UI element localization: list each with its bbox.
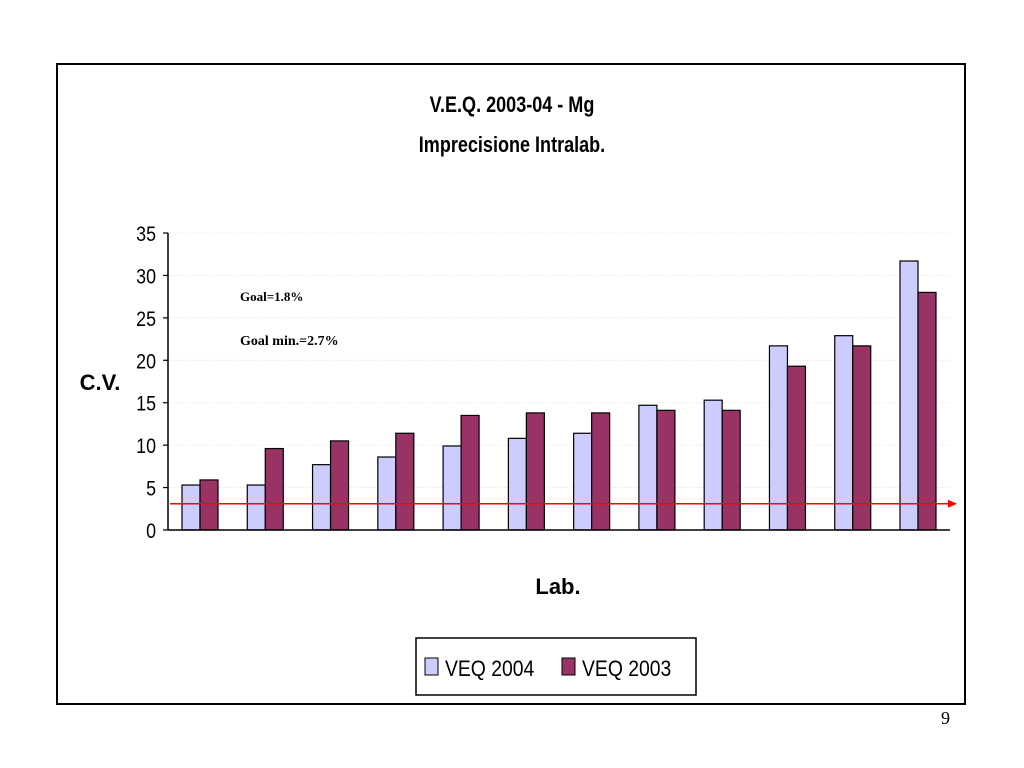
- y-tick-label: 10: [136, 435, 156, 459]
- legend-label-veq-2003: VEQ 2003: [582, 657, 671, 681]
- bar-veq-2004-3: [311, 464, 332, 531]
- bar-veq-2003-12: [917, 291, 937, 531]
- bar-veq-2004-1: [181, 484, 201, 531]
- bar-veq-2003-11: [852, 345, 872, 531]
- y-tick-label: 25: [136, 308, 156, 332]
- y-tick-label: 30: [136, 265, 156, 289]
- bar-veq-2003-7: [591, 412, 611, 531]
- bar-veq-2004-9: [703, 399, 723, 531]
- y-tick-label: 35: [136, 223, 156, 247]
- page-number: 9: [941, 708, 950, 728]
- bar-veq-2003-2: [264, 447, 284, 531]
- bar-veq-2004-12: [899, 260, 919, 531]
- bar-veq-2004-2: [246, 484, 266, 531]
- chart-title: V.E.Q. 2003-04 - Mg: [430, 93, 595, 117]
- x-axis-label: Lab.: [535, 574, 580, 599]
- legend: VEQ 2004 VEQ 2003: [415, 637, 697, 696]
- chart-frame: [56, 63, 966, 705]
- legend-label-veq-2004: VEQ 2004: [445, 657, 534, 681]
- legend-swatch-veq-2004: [424, 657, 439, 676]
- bar-veq-2004-7: [573, 432, 593, 531]
- bar-veq-2004-5: [442, 445, 462, 531]
- bar-veq-2003-8: [656, 409, 676, 531]
- bar-veq-2004-11: [834, 335, 854, 531]
- bar-veq-2004-8: [638, 404, 658, 531]
- bar-veq-2003-9: [721, 409, 741, 531]
- chart-subtitle: Imprecisione Intralab.: [419, 133, 605, 157]
- legend-box: [415, 637, 697, 696]
- y-axis-label: C.V.: [80, 370, 121, 395]
- annotation-goal: Goal=1.8%: [240, 289, 303, 304]
- reference-line: [170, 499, 957, 508]
- annotation-goal-min: Goal min.=2.7%: [240, 334, 339, 349]
- bar-veq-2004-4: [377, 456, 397, 531]
- goal-line-arrowhead: [948, 499, 957, 508]
- bar-veq-2003-4: [395, 432, 415, 531]
- y-axis-ticks: 0 5 10 15 20 25 30 35: [136, 223, 168, 544]
- y-tick-label: 0: [146, 520, 156, 544]
- bar-veq-2003-1: [199, 479, 219, 531]
- legend-swatch-veq-2003: [561, 657, 576, 676]
- bar-veq-2003-6: [525, 412, 545, 531]
- y-tick-label: 5: [146, 477, 156, 501]
- bar-veq-2003-5: [460, 414, 480, 531]
- bars: [181, 260, 937, 531]
- y-tick-label: 20: [136, 350, 156, 374]
- y-tick-label: 15: [136, 392, 156, 416]
- bar-veq-2003-10: [786, 365, 807, 531]
- bar-veq-2004-10: [768, 345, 789, 531]
- bar-veq-2004-6: [507, 437, 527, 531]
- bar-veq-2003-3: [329, 440, 350, 531]
- gridlines: [168, 232, 950, 488]
